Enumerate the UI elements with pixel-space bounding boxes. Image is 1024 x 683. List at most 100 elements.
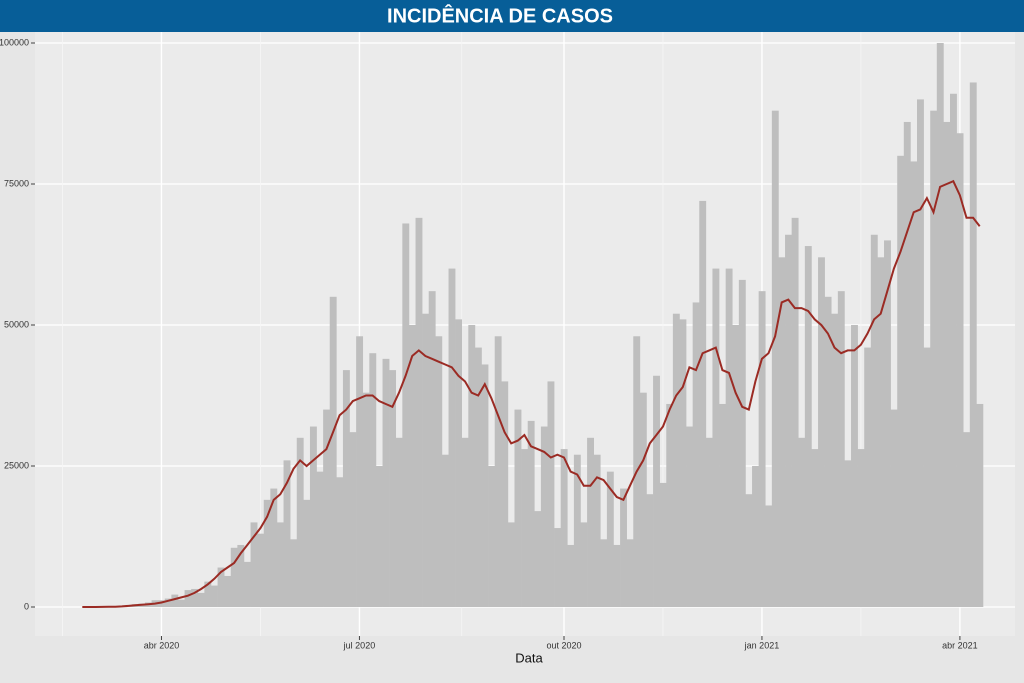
y-tick-label: 75000 xyxy=(4,178,29,188)
bar xyxy=(507,522,515,607)
bar xyxy=(540,426,548,607)
bar xyxy=(455,319,463,607)
bar xyxy=(686,426,693,607)
bar xyxy=(626,539,634,607)
bar xyxy=(890,409,898,607)
bar xyxy=(930,110,938,607)
bar xyxy=(263,499,271,607)
bar xyxy=(679,319,687,607)
bar xyxy=(705,437,713,607)
bar xyxy=(184,590,192,607)
bar xyxy=(316,471,324,607)
bar xyxy=(428,291,436,607)
bar xyxy=(204,581,212,607)
bar xyxy=(963,432,971,607)
bar xyxy=(646,494,654,607)
bar xyxy=(382,358,390,607)
bar xyxy=(191,588,199,607)
bar xyxy=(587,437,594,607)
bar xyxy=(197,592,205,607)
y-tick-label: 0 xyxy=(24,601,29,611)
bar xyxy=(771,110,779,607)
bar xyxy=(692,302,700,607)
bar xyxy=(501,381,509,607)
bar xyxy=(897,155,905,607)
bar xyxy=(613,544,621,607)
bar xyxy=(158,600,166,607)
bar xyxy=(408,324,416,607)
bar xyxy=(864,347,872,607)
bar xyxy=(732,324,740,607)
bar xyxy=(593,454,601,607)
x-tick-label: jul 2020 xyxy=(343,640,376,650)
bar xyxy=(745,494,753,607)
bar xyxy=(725,268,733,607)
bar xyxy=(956,133,964,607)
bar xyxy=(534,511,542,607)
bar xyxy=(831,313,839,607)
bar xyxy=(560,449,568,607)
bar xyxy=(395,437,403,607)
bar xyxy=(791,217,799,607)
bar xyxy=(851,324,858,607)
bar xyxy=(712,268,720,607)
x-axis-label: Data xyxy=(515,650,543,665)
bar xyxy=(943,121,951,607)
bar xyxy=(639,392,647,607)
bar xyxy=(606,471,614,607)
bar xyxy=(243,561,251,607)
bar xyxy=(488,465,496,607)
bar xyxy=(210,585,218,607)
bar xyxy=(804,246,812,607)
bar xyxy=(296,437,304,607)
bar xyxy=(349,432,357,607)
y-tick-label: 25000 xyxy=(4,460,29,470)
bar xyxy=(217,567,225,607)
bar xyxy=(177,599,185,607)
bar xyxy=(521,449,529,607)
bar xyxy=(329,296,337,607)
bar xyxy=(389,370,397,607)
bar xyxy=(785,234,792,607)
bar xyxy=(824,296,832,607)
bar xyxy=(659,482,667,607)
bar xyxy=(527,420,535,607)
bar xyxy=(435,336,443,607)
bar xyxy=(620,488,627,607)
bar xyxy=(356,336,364,607)
bar xyxy=(653,375,660,607)
bar xyxy=(270,488,278,607)
bar xyxy=(811,449,819,607)
bar xyxy=(758,291,766,607)
bar xyxy=(276,522,284,607)
bar xyxy=(257,533,265,607)
bar xyxy=(468,324,476,607)
bar xyxy=(917,99,924,607)
bar xyxy=(362,392,370,607)
bar xyxy=(818,257,825,607)
bar xyxy=(547,381,555,607)
bar xyxy=(375,465,383,607)
y-tick-label: 50000 xyxy=(4,319,29,329)
bar xyxy=(323,409,331,607)
bar xyxy=(441,454,449,607)
bar xyxy=(765,505,773,607)
bar xyxy=(738,279,746,607)
bar xyxy=(910,161,918,607)
bar xyxy=(923,347,931,607)
bar xyxy=(230,547,238,607)
bar xyxy=(303,499,311,607)
bar xyxy=(369,353,377,607)
bar xyxy=(283,460,291,607)
bar xyxy=(752,465,759,607)
bar xyxy=(567,544,575,607)
bar xyxy=(514,409,522,607)
x-tick-label: out 2020 xyxy=(546,640,581,650)
x-tick-label: jan 2021 xyxy=(744,640,780,650)
bar xyxy=(461,437,469,607)
bar xyxy=(666,403,674,607)
bar xyxy=(494,336,502,607)
bar xyxy=(448,268,456,607)
bar xyxy=(422,313,430,607)
bar xyxy=(554,528,561,607)
